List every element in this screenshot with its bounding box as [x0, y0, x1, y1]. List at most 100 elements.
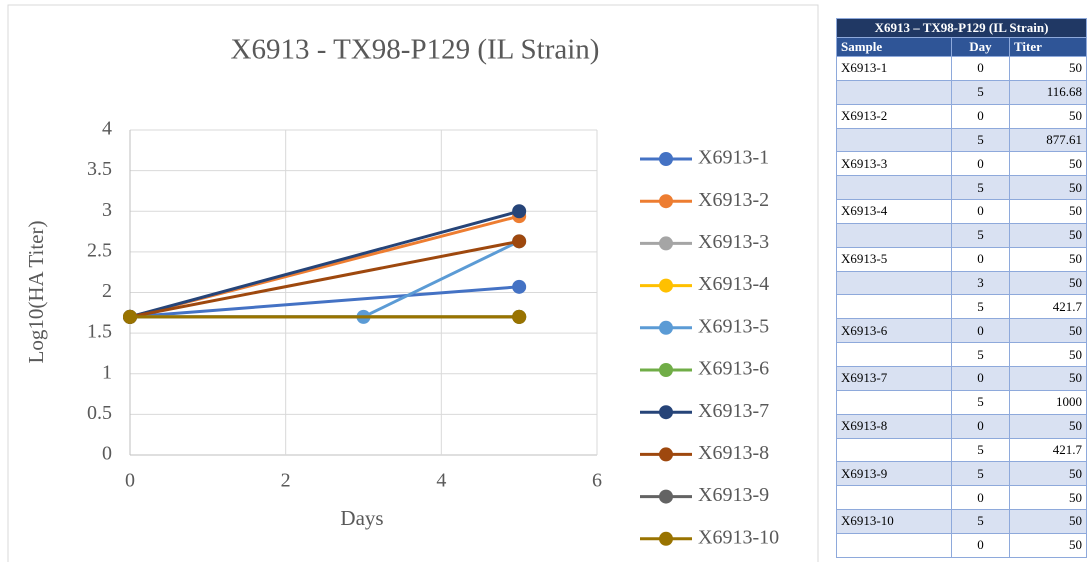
table-cell: 5: [951, 222, 1010, 248]
x-tick-label: 0: [125, 470, 135, 492]
header-cell: Titer: [1008, 37, 1088, 57]
table-cell: [836, 79, 952, 105]
legend-marker: [659, 278, 673, 293]
table-cell: [836, 437, 952, 463]
legend-label: X6913-3: [698, 231, 769, 253]
table-cell: [836, 127, 952, 153]
table-cell: 50: [1008, 103, 1088, 129]
table-row: X6913-3 0 50: [836, 151, 1088, 177]
table-cell: 5: [951, 509, 1010, 534]
table-row: 5 1000: [836, 389, 1088, 415]
legend-label: X6913-8: [698, 442, 769, 464]
table-cell: 50: [1008, 175, 1088, 201]
series-line: [129, 285, 520, 319]
table-cell: 0: [951, 199, 1010, 224]
table-cell: X6913-6: [836, 318, 952, 344]
table-cell: 50: [1008, 509, 1088, 534]
table-cell: [836, 389, 952, 415]
data-point: [512, 234, 527, 249]
table-cell: 50: [1008, 532, 1088, 558]
y-tick-label: 3.5: [87, 158, 112, 180]
table-cell: 5: [951, 437, 1010, 463]
table-body: X6913 – TX98-P129 (IL Strain) Sample Day…: [835, 18, 1088, 558]
chart-title: X6913 - TX98-P129 (IL Strain): [231, 34, 600, 66]
legend-marker: [659, 152, 673, 166]
table-cell: 50: [1008, 365, 1088, 391]
y-tick-label: 0.5: [87, 402, 112, 424]
x-tick-label: 6: [592, 470, 602, 492]
legend-marker: [659, 447, 673, 462]
data-point: [512, 279, 527, 294]
table-cell: [836, 270, 952, 296]
table-cell: 5: [951, 461, 1010, 487]
legend-marker: [659, 363, 673, 377]
table-title: X6913 – TX98-P129 (IL Strain): [835, 18, 1088, 38]
table-cell: X6913-2: [836, 103, 952, 129]
table-cell: 50: [1008, 318, 1088, 344]
legend-label: X6913-1: [698, 147, 769, 169]
table-cell: 5: [951, 127, 1010, 153]
table-row: X6913-5 0 50: [836, 246, 1088, 272]
data-point: [512, 204, 527, 219]
y-tick-label: 2.5: [87, 239, 112, 261]
table-row: X6913-4 0 50: [836, 199, 1088, 224]
legend-marker: [659, 531, 673, 546]
header-cell: Sample: [836, 37, 952, 57]
table-row: 5 421.7: [836, 437, 1088, 463]
table-cell: [836, 294, 952, 320]
table-cell: 0: [951, 485, 1010, 511]
table-cell: 0: [951, 151, 1010, 177]
table-row: 5 50: [836, 175, 1088, 201]
table-cell: [836, 222, 952, 248]
table-cell: X6913-3: [836, 151, 952, 177]
table-cell: 50: [1008, 342, 1088, 367]
x-axis-label: Days: [340, 506, 383, 530]
table-cell: 877.61: [1008, 127, 1088, 153]
y-tick-label: 4: [102, 118, 112, 140]
table-cell: [836, 485, 952, 511]
table-cell: 5: [951, 389, 1010, 415]
table-cell: 50: [1008, 199, 1088, 224]
table-row: 5 116.68: [836, 79, 1088, 105]
table-cell: 116.68: [1008, 79, 1088, 105]
table-cell: [836, 532, 952, 558]
legend-label: X6913-5: [698, 315, 769, 337]
y-tick-label: 0: [102, 443, 112, 465]
table-cell: 0: [951, 103, 1010, 129]
table-cell: 5: [951, 342, 1010, 367]
table-cell: 0: [951, 365, 1010, 391]
legend-marker: [659, 405, 673, 420]
chart: X6913 - TX98-P129 (IL Strain) Days Log10…: [7, 4, 819, 562]
table-cell: 50: [1008, 151, 1088, 177]
legend-marker: [659, 320, 673, 335]
table-cell: X6913-7: [836, 365, 952, 391]
table-cell: 50: [1008, 461, 1088, 487]
table-cell: 0: [951, 56, 1010, 81]
data-point: [123, 309, 137, 324]
table-row: X6913-6 0 50: [836, 318, 1088, 344]
table-cell: 50: [1008, 56, 1088, 81]
table-cell: 50: [1008, 246, 1088, 272]
x-tick-label: 4: [436, 470, 446, 492]
table-cell: 0: [951, 413, 1010, 439]
table-cell: X6913-4: [836, 199, 952, 224]
table-cell: [836, 175, 952, 201]
legend-label: X6913-6: [698, 358, 769, 380]
legend-marker: [659, 194, 673, 209]
table-row: X6913-7 0 50: [836, 365, 1088, 391]
legend-label: X6913-2: [698, 189, 769, 211]
table-cell: 0: [951, 532, 1010, 558]
table-cell: 5: [951, 294, 1010, 320]
table-cell: 421.7: [1008, 437, 1088, 463]
table-cell: 50: [1008, 485, 1088, 511]
table-row: X6913-10 5 50: [836, 509, 1088, 534]
table-row: 5 421.7: [836, 294, 1088, 320]
table-row: 5 877.61: [836, 127, 1088, 153]
table-cell: 50: [1008, 413, 1088, 439]
table-cell: 3: [951, 270, 1010, 296]
series-line: [129, 209, 520, 319]
legend-label: X6913-7: [698, 400, 769, 422]
table-row: X6913-8 0 50: [836, 413, 1088, 439]
legend-marker: [659, 489, 673, 504]
